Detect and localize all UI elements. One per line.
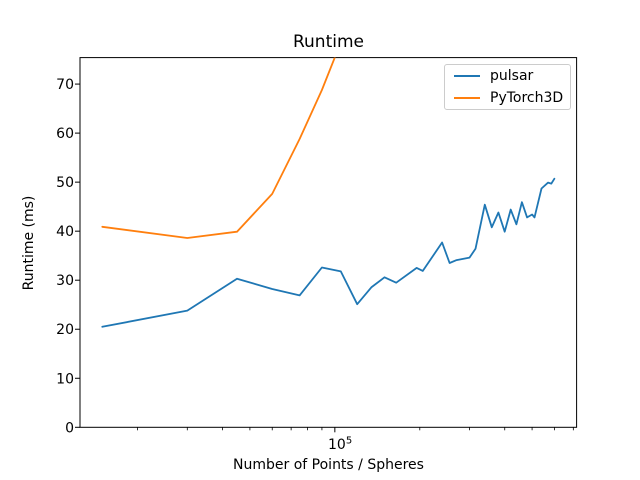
- y-tick-label: 10: [56, 371, 74, 387]
- y-axis-label: Runtime (ms): [21, 195, 37, 291]
- chart-title: Runtime: [292, 32, 364, 52]
- series-line-pytorch3d: [101, 57, 336, 239]
- legend-entry-pulsar: pulsar: [445, 66, 570, 86]
- legend: pulsar PyTorch3D: [444, 64, 571, 110]
- y-tick-label: 70: [56, 77, 74, 93]
- legend-label-pytorch3d: PyTorch3D: [490, 89, 564, 106]
- legend-line-swatch-pulsar: [454, 75, 480, 78]
- y-tick-label: 0: [65, 420, 74, 436]
- axes-frame: [79, 57, 578, 428]
- y-tick-label: 50: [56, 175, 74, 191]
- legend-entry-pytorch3d: PyTorch3D: [445, 88, 570, 108]
- legend-label-pulsar: pulsar: [490, 68, 534, 85]
- x-tick-label-exponent: 5: [345, 435, 353, 447]
- y-tick-label: 30: [56, 273, 74, 289]
- x-axis-label: Number of Points / Spheres: [233, 457, 424, 473]
- y-tick-label: 60: [56, 126, 74, 142]
- legend-line-swatch-pytorch3d: [454, 96, 480, 99]
- x-tick-label: 105: [328, 435, 353, 453]
- y-tick-label: 20: [56, 322, 74, 338]
- y-tick-label: 40: [56, 224, 74, 240]
- x-tick-label-base: 10: [328, 437, 346, 453]
- series-line-pulsar: [101, 177, 556, 328]
